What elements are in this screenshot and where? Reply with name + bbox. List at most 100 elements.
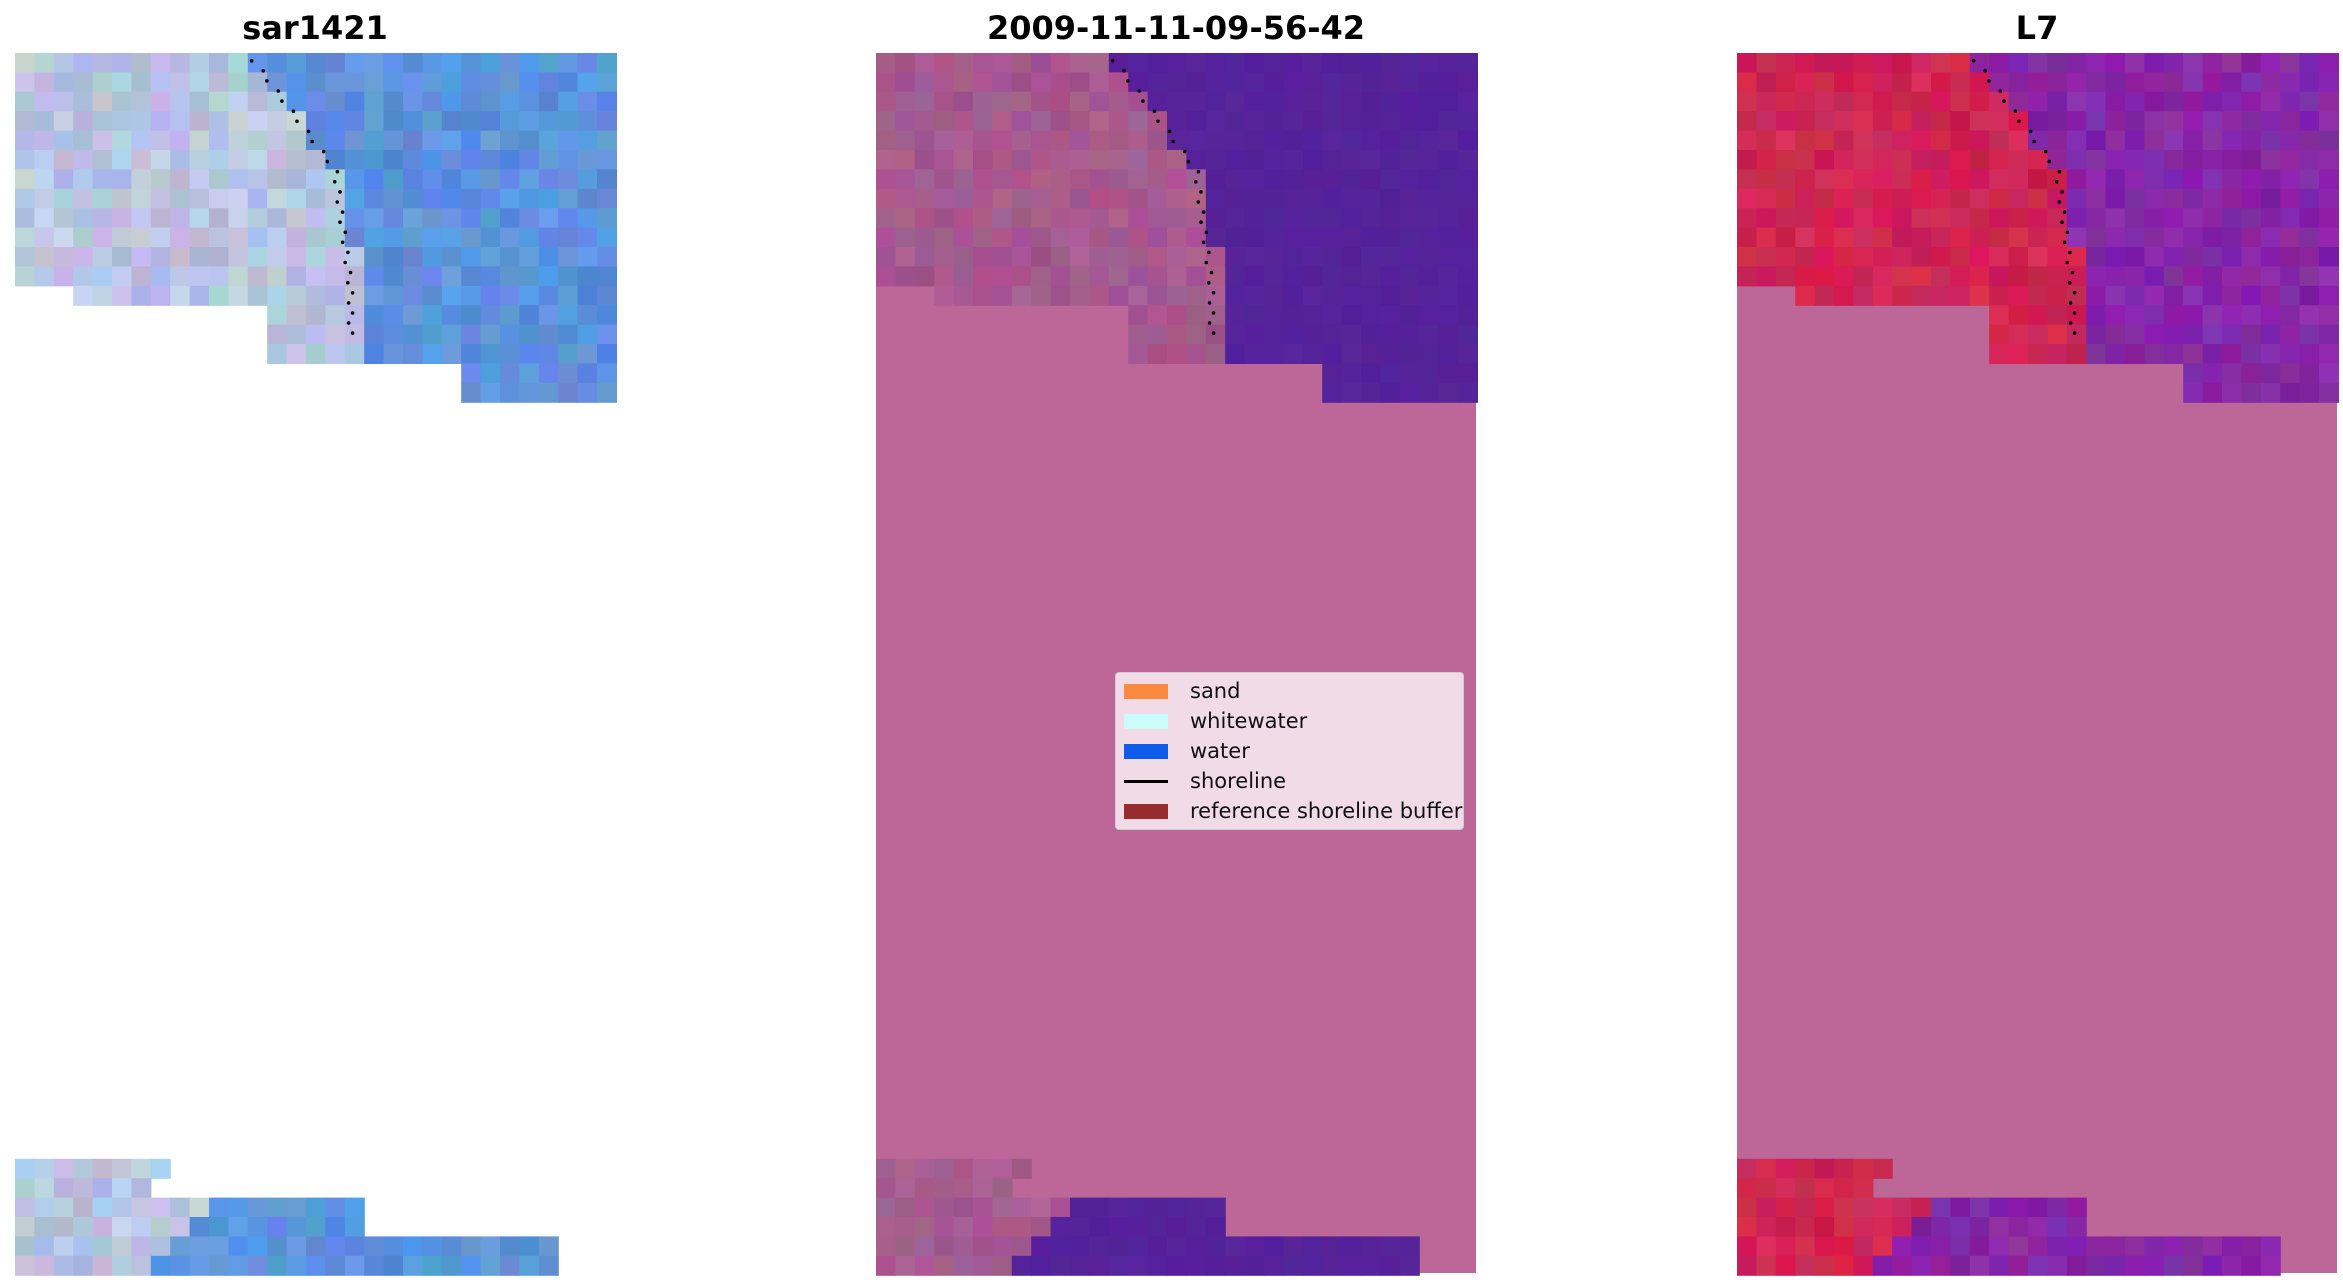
pixel-cell	[1147, 344, 1168, 364]
pixel-cell	[2066, 1217, 2087, 1237]
pixel-cell	[2125, 285, 2145, 306]
pixel-cell	[1186, 1236, 1207, 1257]
pixel-cell	[1283, 305, 1304, 326]
pixel-cell	[577, 150, 598, 170]
pixel-cell	[1911, 111, 1932, 132]
pixel-cell	[1419, 324, 1440, 345]
pixel-cell	[92, 111, 113, 132]
pixel-cell	[2241, 91, 2262, 112]
pixel-cell	[1031, 130, 1052, 151]
pixel-cell	[73, 1178, 94, 1199]
pixel-cell	[73, 130, 94, 151]
pixel-cell	[1070, 150, 1090, 170]
shoreline-dot	[2060, 190, 2064, 194]
pixel-cell	[934, 111, 955, 132]
pixel-cell	[150, 247, 171, 267]
pixel-cell	[538, 324, 559, 345]
pixel-cell	[2086, 72, 2107, 93]
pixel-cell	[2105, 247, 2126, 267]
pixel-cell	[286, 247, 307, 267]
pixel-cell	[1399, 188, 1420, 209]
pixel-cell	[325, 227, 346, 248]
pixel-cell	[1834, 169, 1854, 190]
shoreline-dot	[1196, 200, 1201, 204]
pixel-cell	[131, 1236, 152, 1257]
pixel-cell	[2105, 72, 2126, 93]
pixel-cell	[1011, 150, 1032, 170]
pixel-cell	[1108, 247, 1129, 267]
pixel-cell	[895, 1217, 916, 1237]
pixel-cell	[1969, 188, 1990, 209]
pixel-cell	[1989, 91, 2010, 112]
pixel-cell	[992, 53, 1013, 73]
pixel-cell	[1814, 1255, 1835, 1276]
pixel-cell	[306, 227, 326, 248]
pixel-cell	[973, 111, 993, 132]
pixel-cell	[538, 266, 559, 287]
pixel-cell	[2105, 53, 2126, 73]
pixel-cell	[1892, 169, 1913, 190]
pixel-cell	[500, 382, 520, 403]
pixel-cell	[150, 91, 171, 112]
pixel-cell	[538, 169, 559, 190]
pixel-cell	[209, 266, 229, 287]
pixel-cell	[558, 188, 579, 209]
pixel-cell	[1128, 344, 1149, 364]
pixel-cell	[364, 266, 385, 287]
pixel-cell	[1302, 169, 1323, 190]
pixel-cell	[2066, 305, 2087, 326]
pixel-cell	[597, 208, 617, 229]
pixel-cell	[1186, 324, 1207, 345]
pixel-cell	[597, 363, 617, 384]
pixel-cell	[895, 1158, 916, 1179]
pixel-cell	[2144, 130, 2165, 151]
pixel-cell	[1089, 1197, 1110, 1218]
pixel-cell	[934, 1197, 955, 1218]
pixel-cell	[1011, 188, 1032, 209]
pixel-cell	[1872, 188, 1893, 209]
pixel-cell	[1205, 150, 1226, 170]
pixel-cell	[1950, 150, 1971, 170]
pixel-cell	[519, 363, 540, 384]
pixel-cell	[1834, 111, 1854, 132]
pixel-cell	[344, 344, 365, 364]
pixel-cell	[1458, 150, 1478, 170]
pixel-cell	[209, 91, 229, 112]
pixel-cell	[2241, 247, 2262, 267]
pixel-cell	[934, 1158, 955, 1179]
pixel-cell	[914, 1197, 935, 1218]
pixel-cell	[558, 111, 579, 132]
pixel-cell	[1031, 285, 1052, 306]
pixel-cell	[2105, 208, 2126, 229]
pixel-cell	[364, 188, 385, 209]
pixel-cell	[73, 1197, 94, 1218]
pixel-cell	[403, 305, 423, 326]
pixel-cell	[1872, 169, 1893, 190]
shoreline-dot	[1211, 311, 1216, 315]
pixel-cell	[2163, 285, 2184, 306]
pixel-cell	[1380, 247, 1401, 267]
pixel-cell	[403, 150, 423, 170]
pixel-cell	[1419, 305, 1440, 326]
pixel-cell	[1950, 285, 1971, 306]
pixel-cell	[170, 53, 191, 73]
pixel-cell	[1322, 1255, 1343, 1276]
pixel-cell	[267, 111, 288, 132]
pixel-cell	[2008, 1197, 2029, 1218]
pixel-cell	[1756, 111, 1777, 132]
pixel-cell	[1011, 91, 1032, 112]
pixel-cell	[53, 227, 74, 248]
pixel-cell	[189, 72, 210, 93]
pixel-cell	[2280, 324, 2301, 345]
pixel-cell	[558, 150, 579, 170]
pixel-cell	[112, 188, 132, 209]
pixel-cell	[1070, 285, 1090, 306]
shoreline-dot	[350, 331, 355, 335]
pixel-cell	[1031, 150, 1052, 170]
pixel-cell	[500, 247, 520, 267]
shoreline-dot	[1983, 69, 1987, 73]
pixel-cell	[383, 247, 404, 267]
pixel-cell	[2028, 130, 2048, 151]
pixel-cell	[934, 227, 955, 248]
pixel-cell	[2202, 305, 2223, 326]
